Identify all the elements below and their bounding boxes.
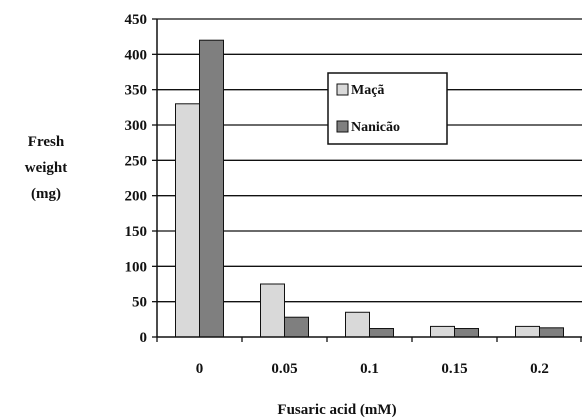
y-tick-label-150: 150 [125,224,148,240]
legend-swatch-maca [336,83,349,96]
y-tick-label-50: 50 [132,295,147,311]
y-tick-labels: 0 50 100 150 200 250 300 350 400 450 [125,12,148,346]
x-tick-label-0.05: 0.05 [271,361,297,377]
bar-nanicao-0.1 [369,328,394,338]
bar-nanicao-0.2 [539,327,564,338]
bar-nanicao-0.05 [284,316,309,338]
y-tick-label-250: 250 [125,153,148,169]
legend: Maçã Nanicão [327,72,448,145]
axes [152,18,582,342]
bar-maca-0.05 [260,283,285,338]
x-tick-label-0: 0 [196,361,204,377]
legend-label-nanicao: Nanicão [351,120,400,135]
x-tick-label-0.1: 0.1 [360,361,379,377]
bar-maca-0.2 [515,325,540,338]
bar-nanicao-0 [199,39,224,338]
y-tick-label-350: 350 [125,83,148,99]
y-tick-label-400: 400 [125,47,148,63]
y-axis-title-line-2: (mg) [31,186,61,202]
y-tick-label-100: 100 [125,259,148,275]
legend-swatch-nanicao [336,120,349,133]
bar-maca-0 [175,103,200,338]
x-axis-title: Fusaric acid (mM) [277,402,396,418]
bar-maca-0.15 [430,325,455,338]
y-tick-label-200: 200 [125,189,148,205]
bar-nanicao-0.15 [454,328,479,338]
x-tick-label-0.15: 0.15 [441,361,467,377]
y-tick-label-300: 300 [125,118,148,134]
x-tick-label-0.2: 0.2 [530,361,549,377]
y-tick-label-0: 0 [140,330,148,346]
y-tick-label-450: 450 [125,12,148,28]
y-axis-title-line-0: Fresh [28,134,65,150]
x-tick-labels: 0 0.05 0.1 0.15 0.2 [196,361,549,377]
bar-maca-0.1 [345,311,370,338]
y-axis-title: Fresh weight (mg) [25,134,68,202]
y-axis-title-line-1: weight [25,160,68,176]
legend-label-maca: Maçã [351,83,384,98]
